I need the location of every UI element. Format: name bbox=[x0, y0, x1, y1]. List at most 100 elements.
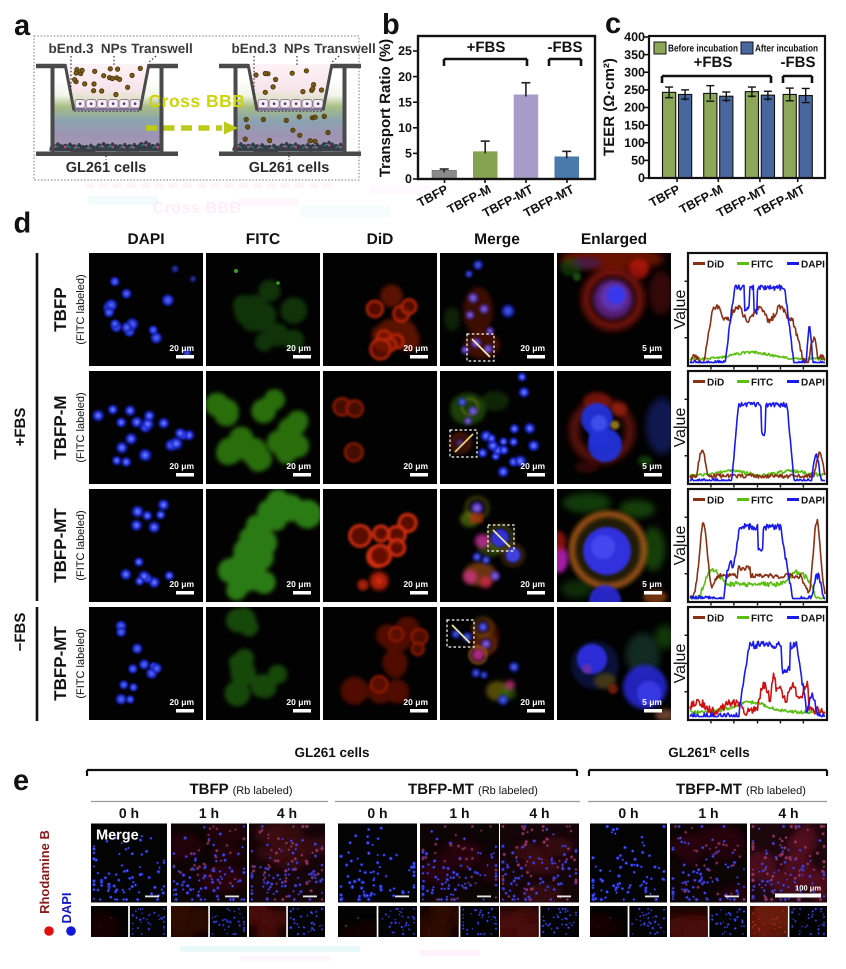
svg-text:FITC: FITC bbox=[751, 613, 773, 624]
svg-text:TBFP (Rb labeled): TBFP (Rb labeled) bbox=[190, 781, 293, 798]
svg-text:c: c bbox=[605, 8, 621, 40]
svg-text:d: d bbox=[14, 208, 32, 240]
svg-text:TEER (Ω·cm²): TEER (Ω·cm²) bbox=[601, 58, 618, 156]
svg-text:1 h: 1 h bbox=[199, 805, 219, 821]
svg-text:Value: Value bbox=[672, 644, 689, 684]
svg-text:20 μm: 20 μm bbox=[169, 697, 194, 707]
svg-text:Merge: Merge bbox=[474, 231, 520, 248]
svg-text:Merge: Merge bbox=[96, 828, 139, 844]
svg-text:4 h: 4 h bbox=[778, 805, 798, 821]
svg-text:GL261 cells: GL261 cells bbox=[249, 160, 330, 176]
svg-text:TBFP-M: TBFP-M bbox=[51, 395, 70, 459]
svg-text:(FITC labeled): (FITC labeled) bbox=[75, 392, 87, 462]
svg-text:20 μm: 20 μm bbox=[520, 697, 545, 707]
svg-text:Rhodamine B: Rhodamine B bbox=[37, 830, 52, 914]
svg-text:20: 20 bbox=[398, 70, 412, 84]
svg-text:200: 200 bbox=[624, 101, 645, 115]
svg-text:DAPI: DAPI bbox=[801, 613, 825, 624]
svg-text:20 μm: 20 μm bbox=[403, 579, 428, 589]
svg-text:50: 50 bbox=[631, 154, 645, 168]
svg-text:(FITC labeled): (FITC labeled) bbox=[75, 274, 87, 344]
svg-text:TBFP-MT: TBFP-MT bbox=[51, 508, 70, 583]
svg-text:20 μm: 20 μm bbox=[286, 343, 311, 353]
svg-text:DAPI: DAPI bbox=[801, 377, 825, 388]
svg-text:TBFP-MT (Rb labeled): TBFP-MT (Rb labeled) bbox=[676, 781, 806, 798]
svg-text:Before incubation: Before incubation bbox=[668, 44, 738, 55]
svg-text:Transwell: Transwell bbox=[131, 41, 193, 56]
svg-text:20 μm: 20 μm bbox=[169, 579, 194, 589]
svg-text:(FITC labeled): (FITC labeled) bbox=[75, 628, 87, 698]
svg-text:20 μm: 20 μm bbox=[286, 461, 311, 471]
svg-text:Transwell: Transwell bbox=[314, 41, 376, 56]
svg-text:20 μm: 20 μm bbox=[403, 461, 428, 471]
svg-text:10: 10 bbox=[398, 121, 412, 135]
svg-text:25: 25 bbox=[398, 44, 412, 58]
svg-text:20 μm: 20 μm bbox=[169, 461, 194, 471]
svg-text:(FITC labeled): (FITC labeled) bbox=[75, 510, 87, 580]
svg-text:DiD: DiD bbox=[707, 613, 724, 624]
svg-text:20 μm: 20 μm bbox=[520, 461, 545, 471]
svg-text:0 h: 0 h bbox=[119, 805, 139, 821]
svg-text:TBFP-MT (Rb labeled): TBFP-MT (Rb labeled) bbox=[408, 781, 538, 798]
svg-text:Value: Value bbox=[672, 408, 689, 448]
svg-text:DAPI: DAPI bbox=[801, 495, 825, 506]
svg-text:20 μm: 20 μm bbox=[286, 697, 311, 707]
svg-text:After incubation: After incubation bbox=[755, 44, 818, 55]
svg-text:-FBS: -FBS bbox=[781, 54, 816, 71]
svg-text:400: 400 bbox=[624, 30, 645, 44]
svg-text:Cross BBB: Cross BBB bbox=[153, 200, 242, 217]
svg-text:0 h: 0 h bbox=[367, 805, 387, 821]
svg-text:20 μm: 20 μm bbox=[520, 343, 545, 353]
svg-text:Enlarged: Enlarged bbox=[581, 231, 647, 248]
svg-text:5: 5 bbox=[405, 147, 412, 161]
svg-text:DiD: DiD bbox=[707, 377, 724, 388]
svg-text:1 h: 1 h bbox=[449, 805, 469, 821]
svg-text:+FBS: +FBS bbox=[12, 408, 29, 447]
svg-text:NPs: NPs bbox=[101, 41, 127, 56]
svg-text:GL261 cells: GL261 cells bbox=[66, 160, 147, 176]
svg-text:5 μm: 5 μm bbox=[642, 343, 662, 353]
svg-text:4 h: 4 h bbox=[277, 805, 297, 821]
svg-text:FITC: FITC bbox=[751, 377, 773, 388]
svg-text:a: a bbox=[14, 10, 31, 42]
svg-text:5 μm: 5 μm bbox=[642, 697, 662, 707]
svg-text:Value: Value bbox=[672, 290, 689, 330]
svg-text:DiD: DiD bbox=[367, 231, 394, 248]
svg-text:GL261 cells: GL261 cells bbox=[294, 745, 369, 760]
svg-text:DAPI: DAPI bbox=[59, 892, 74, 923]
svg-text:FITC: FITC bbox=[751, 259, 773, 270]
svg-text:4 h: 4 h bbox=[529, 805, 549, 821]
svg-text:300: 300 bbox=[624, 65, 645, 79]
svg-text:bEnd.3: bEnd.3 bbox=[231, 41, 276, 56]
svg-text:TBFP-MT: TBFP-MT bbox=[51, 626, 70, 701]
svg-text:b: b bbox=[382, 9, 400, 41]
svg-text:Value: Value bbox=[672, 526, 689, 566]
svg-text:NPs: NPs bbox=[284, 41, 310, 56]
svg-text:5 μm: 5 μm bbox=[642, 461, 662, 471]
svg-text:100: 100 bbox=[624, 136, 645, 150]
svg-text:Cross BBB: Cross BBB bbox=[149, 91, 246, 111]
svg-text:FITC: FITC bbox=[751, 495, 773, 506]
svg-text:20 μm: 20 μm bbox=[520, 579, 545, 589]
svg-text:bEnd.3: bEnd.3 bbox=[48, 41, 93, 56]
svg-text:DAPI: DAPI bbox=[801, 259, 825, 270]
svg-text:−FBS: −FBS bbox=[12, 613, 29, 652]
svg-text:20 μm: 20 μm bbox=[403, 697, 428, 707]
svg-text:FITC: FITC bbox=[246, 231, 280, 248]
svg-text:5 μm: 5 μm bbox=[642, 579, 662, 589]
svg-text:0: 0 bbox=[638, 171, 645, 185]
svg-text:350: 350 bbox=[624, 48, 645, 62]
svg-text:DAPI: DAPI bbox=[127, 231, 164, 248]
svg-text:Transport Ratio (%): Transport Ratio (%) bbox=[377, 39, 394, 177]
svg-text:e: e bbox=[13, 765, 29, 797]
svg-text:TBFP: TBFP bbox=[51, 287, 70, 331]
svg-text:-FBS: -FBS bbox=[548, 39, 583, 56]
svg-text:+FBS: +FBS bbox=[467, 39, 506, 56]
svg-text:1 h: 1 h bbox=[698, 805, 718, 821]
svg-text:0 h: 0 h bbox=[618, 805, 638, 821]
svg-text:100 μm: 100 μm bbox=[795, 884, 821, 893]
svg-text:GL261R cells: GL261R cells bbox=[668, 745, 750, 760]
svg-text:+FBS: +FBS bbox=[694, 54, 733, 71]
svg-text:DiD: DiD bbox=[707, 495, 724, 506]
svg-text:0: 0 bbox=[405, 172, 412, 186]
